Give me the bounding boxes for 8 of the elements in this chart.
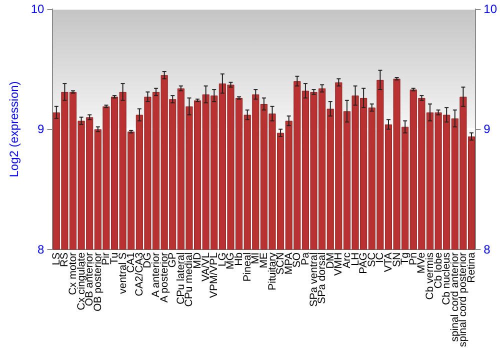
y-axis-title: Log2 (expression) (7, 81, 21, 178)
y-tick-label: 9 (38, 122, 45, 136)
y2-tick-label: 8 (484, 242, 491, 256)
y-tick-label: 8 (38, 242, 45, 256)
y2-tick-label: 10 (484, 2, 498, 16)
x-tick-label: Tg (399, 252, 412, 265)
y2-tick-label: 9 (484, 122, 491, 136)
y-tick-label: 10 (30, 2, 45, 16)
